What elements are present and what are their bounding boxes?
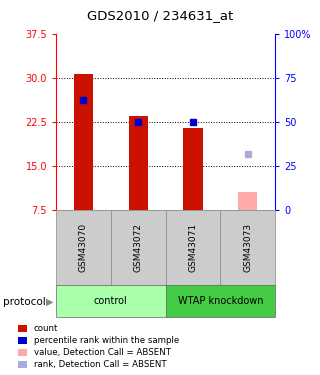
Text: rank, Detection Call = ABSENT: rank, Detection Call = ABSENT — [34, 360, 166, 369]
Text: GSM43071: GSM43071 — [188, 223, 197, 272]
Bar — [166, 210, 220, 285]
Text: GDS2010 / 234631_at: GDS2010 / 234631_at — [87, 9, 233, 22]
Text: protocol: protocol — [3, 297, 46, 307]
Bar — [166, 285, 275, 317]
Bar — [183, 128, 203, 210]
Bar — [129, 116, 148, 210]
Text: GSM43072: GSM43072 — [134, 223, 143, 272]
Bar — [56, 210, 111, 285]
Text: ▶: ▶ — [46, 297, 53, 307]
Bar — [111, 210, 166, 285]
Text: value, Detection Call = ABSENT: value, Detection Call = ABSENT — [34, 348, 171, 357]
Bar — [238, 192, 257, 210]
Text: control: control — [94, 296, 128, 306]
Text: GSM43073: GSM43073 — [243, 223, 252, 272]
Text: GSM43070: GSM43070 — [79, 223, 88, 272]
Text: percentile rank within the sample: percentile rank within the sample — [34, 336, 179, 345]
Bar — [220, 210, 275, 285]
Text: WTAP knockdown: WTAP knockdown — [178, 296, 263, 306]
Bar — [56, 285, 166, 317]
Text: count: count — [34, 324, 58, 333]
Bar — [74, 74, 93, 210]
